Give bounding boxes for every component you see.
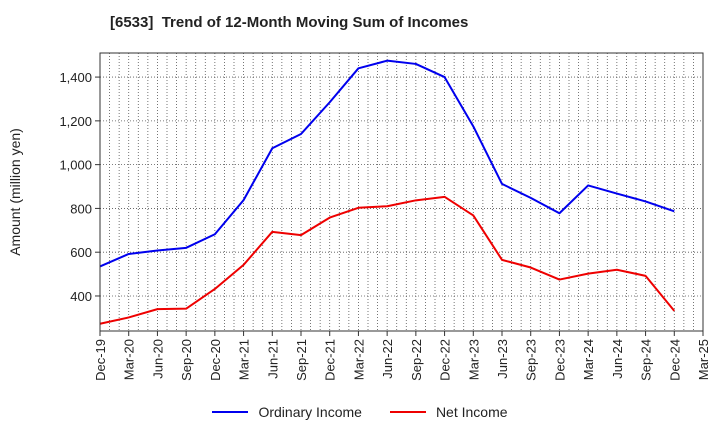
x-tick-label: Dec-23 [552,339,567,381]
chart-title: [6533] Trend of 12-Month Moving Sum of I… [110,14,469,31]
legend-label: Ordinary Income [258,404,362,420]
y-tick-label: 600 [70,245,92,260]
y-tick-label: 1,000 [59,158,92,173]
plot-frame [99,52,704,332]
y-tick-label: 1,200 [59,114,92,129]
legend-swatch [212,411,249,413]
y-tick-label: 1,400 [59,70,92,85]
legend: Ordinary Income Net Income [0,404,720,420]
x-tick-label: Dec-21 [323,339,338,381]
series-line-ordinary-income [99,59,675,268]
x-tick-label: Mar-23 [466,339,481,380]
x-tick-label: Mar-21 [237,339,252,380]
x-tick-label: Sep-24 [639,339,654,381]
x-tick-label: Dec-19 [93,339,108,381]
x-tick-label: Mar-25 [696,339,711,380]
x-tick-label: Mar-20 [122,339,137,380]
legend-item-net-income: Net Income [389,404,508,420]
x-tick-label: Jun-22 [380,339,395,379]
x-tick-label: Dec-20 [208,339,223,381]
x-tick-label: Jun-21 [265,339,280,379]
x-tick-label: Sep-22 [409,339,424,381]
y-axis-label: Amount (million yen) [7,128,23,256]
x-tick-label: Jun-20 [150,339,165,379]
x-tick-label: Sep-23 [524,339,539,381]
y-tick-label: 800 [70,201,92,216]
legend-label: Net Income [435,404,508,420]
x-tick-label: Mar-24 [581,339,596,380]
series-line-net-income [99,195,676,325]
x-tick-label: Jun-23 [495,339,510,379]
x-tick-label: Sep-20 [179,339,194,381]
x-tick-label: Dec-22 [438,339,453,381]
x-tick-label: Dec-24 [667,339,682,381]
x-tick-label: Mar-22 [351,339,366,380]
legend-swatch [389,411,426,413]
y-tick-label: 400 [70,289,92,304]
legend-item-ordinary-income: Ordinary Income [212,404,362,420]
x-tick-label: Jun-24 [610,339,625,379]
plot-area [100,53,703,331]
x-tick-label: Sep-21 [294,339,309,381]
